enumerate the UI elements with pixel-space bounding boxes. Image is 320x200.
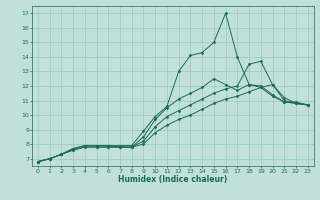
X-axis label: Humidex (Indice chaleur): Humidex (Indice chaleur): [118, 175, 228, 184]
